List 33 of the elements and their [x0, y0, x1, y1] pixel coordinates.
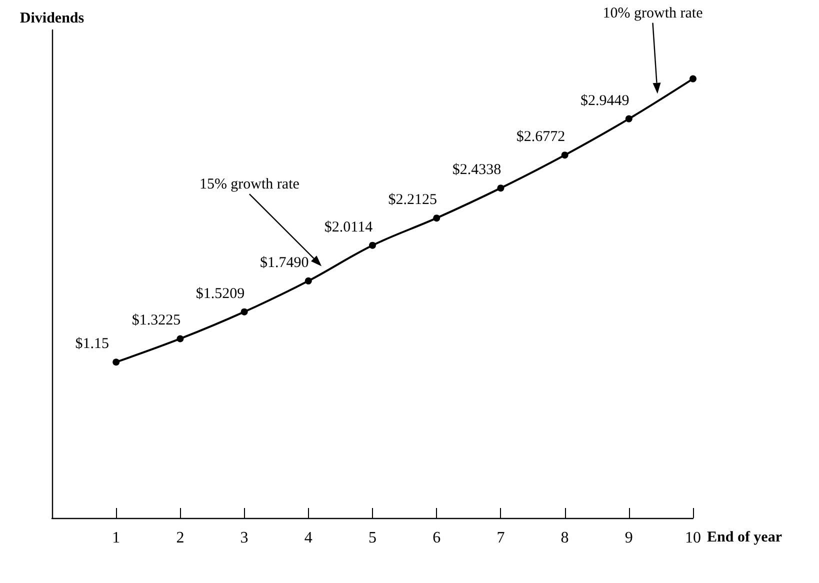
point [304, 277, 312, 284]
point [433, 214, 440, 222]
x-axis-title: End of year [707, 530, 782, 546]
x-tick-label: 10 [685, 530, 701, 546]
x-tick-label: 5 [368, 530, 376, 546]
point [625, 115, 632, 122]
point [497, 184, 504, 192]
x-tick-label: 1 [112, 530, 120, 546]
data-label: $1.15 [75, 336, 109, 352]
x-tick-label: 4 [304, 530, 312, 546]
text: 10% growth rate [602, 5, 704, 22]
data-label: $2.4338 [452, 162, 502, 178]
x-tick-label: 3 [240, 530, 248, 546]
point [561, 152, 568, 159]
x-tick-label: 9 [624, 530, 633, 546]
x-tick-label: 8 [560, 530, 569, 546]
data-label: $1.7490 [260, 254, 309, 271]
annotation: 15% growth rate [199, 176, 300, 193]
data-label: $2.9449 [580, 92, 630, 109]
data-label: $1.5209 [196, 286, 245, 302]
x-tick-label: 2 [176, 530, 184, 546]
data-label: $2.2125 [388, 192, 437, 208]
point [176, 335, 184, 342]
data-label: $2.0114 [324, 219, 374, 236]
point [112, 358, 120, 366]
data-label: $2.6772 [516, 129, 566, 146]
y-axis-title: Dividends [20, 10, 84, 26]
x-tick-label: 6 [432, 530, 441, 546]
point [240, 308, 248, 316]
x-tick-label: 7 [496, 530, 505, 546]
point [690, 75, 696, 82]
data-label: $1.3225 [132, 312, 181, 329]
point [369, 242, 376, 249]
